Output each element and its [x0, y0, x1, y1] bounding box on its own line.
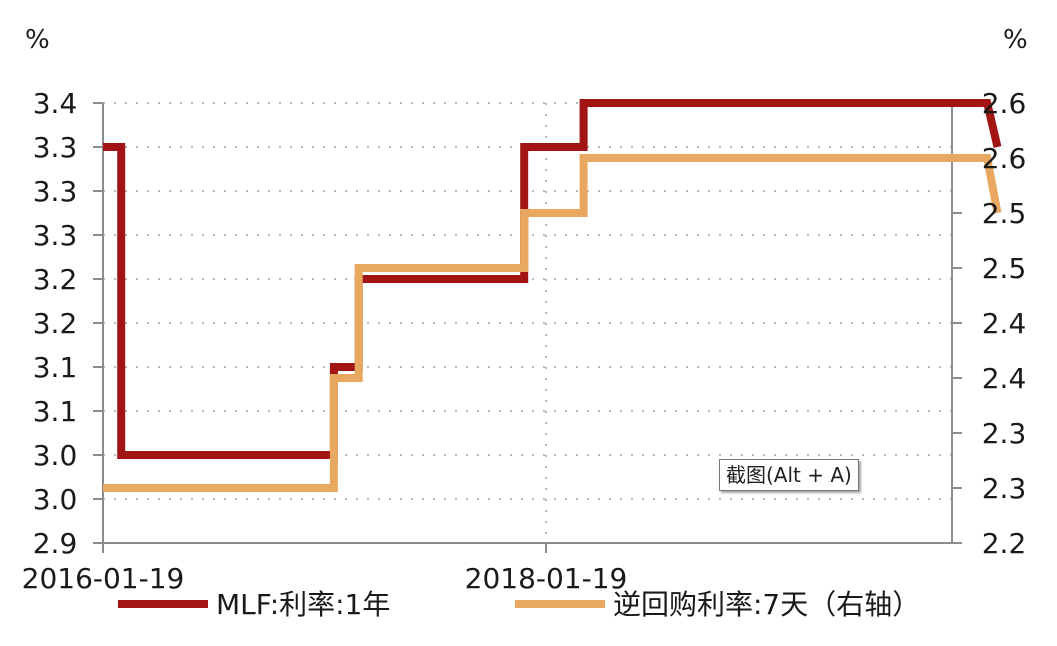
gridlines — [103, 102, 952, 543]
left-tick-label: 3.2 — [33, 263, 78, 296]
left-tick-label: 3.4 — [33, 87, 78, 120]
x-tick-label: 2016-01-19 — [22, 562, 185, 595]
screenshot-tooltip: 截图(Alt + A) — [719, 459, 859, 491]
tick-labels: 2.9 3.0 3.0 3.1 3.1 3.2 3.2 3.3 3.3 3.3 3.4 2.2 2.3 2… — [22, 87, 1027, 595]
legend-label-mlf: MLF:利率:1年 — [216, 588, 390, 621]
left-axis-unit: % — [25, 25, 50, 55]
left-tick-label: 3.1 — [33, 395, 78, 428]
legend: MLF:利率:1年 逆回购利率:7天（右轴） — [118, 588, 920, 621]
x-tick-label: 2018-01-19 — [465, 562, 628, 595]
right-tick-label: 2.2 — [982, 527, 1027, 560]
right-tick-label: 2.3 — [982, 472, 1027, 505]
right-axis-unit: % — [1003, 25, 1028, 55]
left-tick-label: 3.2 — [33, 307, 78, 340]
left-tick-label: 3.1 — [33, 351, 78, 384]
right-tick-label: 2.3 — [982, 417, 1027, 450]
legend-label-reverse-repo: 逆回购利率:7天（右轴） — [613, 588, 920, 621]
right-tick-label: 2.4 — [982, 307, 1027, 340]
right-tick-label: 2.5 — [982, 252, 1027, 285]
series-lines — [103, 99, 1002, 492]
left-tick-label: 3.0 — [33, 483, 78, 516]
right-tick-label: 2.5 — [982, 197, 1027, 230]
right-tick-label: 2.4 — [982, 362, 1027, 395]
left-tick-label: 3.3 — [33, 175, 78, 208]
left-tick-label: 3.3 — [33, 219, 78, 252]
right-tick-label: 2.6 — [982, 87, 1027, 120]
series-line-1 — [103, 154, 1002, 492]
right-tick-label: 2.6 — [982, 142, 1027, 175]
left-tick-label: 3.3 — [33, 131, 78, 164]
left-tick-label: 3.0 — [33, 439, 78, 472]
left-tick-label: 2.9 — [33, 527, 78, 560]
